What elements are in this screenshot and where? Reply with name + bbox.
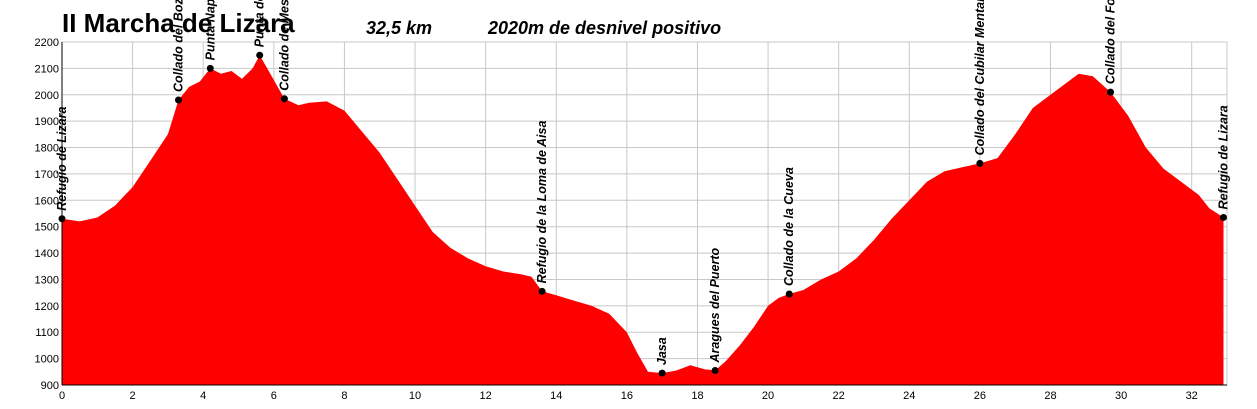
x-tick-label: 10 bbox=[409, 390, 421, 402]
y-tick-label: 1800 bbox=[35, 143, 59, 155]
x-tick-label: 12 bbox=[480, 390, 492, 402]
waypoint-marker bbox=[206, 64, 214, 72]
y-tick-label: 2200 bbox=[35, 37, 59, 49]
y-tick-label: 2100 bbox=[35, 63, 59, 75]
waypoint-label: Collado de la Cueva bbox=[782, 167, 796, 286]
x-tick-label: 32 bbox=[1186, 390, 1198, 402]
waypoint-label: Aragues del Puerto bbox=[708, 248, 722, 364]
x-tick-label: 18 bbox=[691, 390, 703, 402]
waypoint-marker bbox=[175, 96, 182, 104]
x-tick-label: 26 bbox=[974, 390, 986, 402]
x-tick-label: 2 bbox=[130, 390, 136, 402]
waypoint-marker bbox=[658, 369, 666, 377]
waypoint-marker bbox=[256, 51, 264, 59]
y-tick-label: 1300 bbox=[35, 274, 59, 286]
y-tick-label: 1500 bbox=[35, 222, 59, 234]
x-tick-label: 8 bbox=[341, 390, 347, 402]
y-tick-label: 1400 bbox=[35, 248, 59, 260]
x-tick-label: 4 bbox=[200, 390, 206, 402]
y-tick-label: 1000 bbox=[35, 354, 59, 366]
x-tick-label: 28 bbox=[1044, 390, 1056, 402]
y-tick-label: 2000 bbox=[35, 90, 59, 102]
waypoint-marker bbox=[280, 95, 288, 103]
waypoint-marker bbox=[538, 287, 546, 295]
waypoint-label: Punta de Mesola bbox=[253, 0, 267, 47]
waypoint-label: Collado del Foraton bbox=[1104, 0, 1118, 84]
x-tick-label: 16 bbox=[621, 390, 633, 402]
x-tick-label: 14 bbox=[550, 390, 562, 402]
distance-label: 32,5 km bbox=[366, 18, 433, 38]
waypoint-label: Refugio de Lizara bbox=[1216, 105, 1230, 209]
waypoint-label: Jasa bbox=[655, 337, 669, 365]
x-tick-label: 30 bbox=[1115, 390, 1127, 402]
x-tick-label: 6 bbox=[271, 390, 277, 402]
waypoint-marker bbox=[1107, 88, 1114, 96]
y-tick-label: 1200 bbox=[35, 301, 59, 313]
elevation-area bbox=[62, 55, 1224, 385]
waypoint-marker bbox=[785, 290, 793, 298]
waypoint-label: Refugio de la Loma de Aisa bbox=[535, 121, 549, 284]
waypoint-marker bbox=[1219, 213, 1227, 221]
waypoint-label: Collado de Mesola bbox=[277, 0, 291, 91]
x-tick-label: 0 bbox=[59, 390, 65, 402]
y-tick-label: 1900 bbox=[35, 116, 59, 128]
x-tick-label: 22 bbox=[833, 390, 845, 402]
x-tick-label: 24 bbox=[903, 390, 915, 402]
waypoint-marker bbox=[711, 366, 719, 374]
chart-title: II Marcha de Lizara bbox=[62, 8, 295, 38]
waypoint-label: Collado del Bozo bbox=[172, 0, 186, 92]
elevation-gain-label: 2020m de desnivel positivo bbox=[488, 18, 722, 38]
waypoint-label: Punta Napazal bbox=[203, 0, 217, 60]
waypoint-marker bbox=[58, 215, 66, 223]
waypoint-label: Collado del Cubilar Mentar bbox=[973, 0, 987, 155]
y-tick-label: 1700 bbox=[35, 169, 59, 181]
y-tick-label: 1100 bbox=[35, 327, 59, 339]
x-tick-label: 20 bbox=[762, 390, 774, 402]
waypoint-marker bbox=[976, 159, 984, 167]
y-tick-label: 900 bbox=[41, 380, 59, 392]
y-tick-label: 1600 bbox=[35, 195, 59, 207]
waypoint-label: Refugio de Lizara bbox=[55, 107, 69, 211]
